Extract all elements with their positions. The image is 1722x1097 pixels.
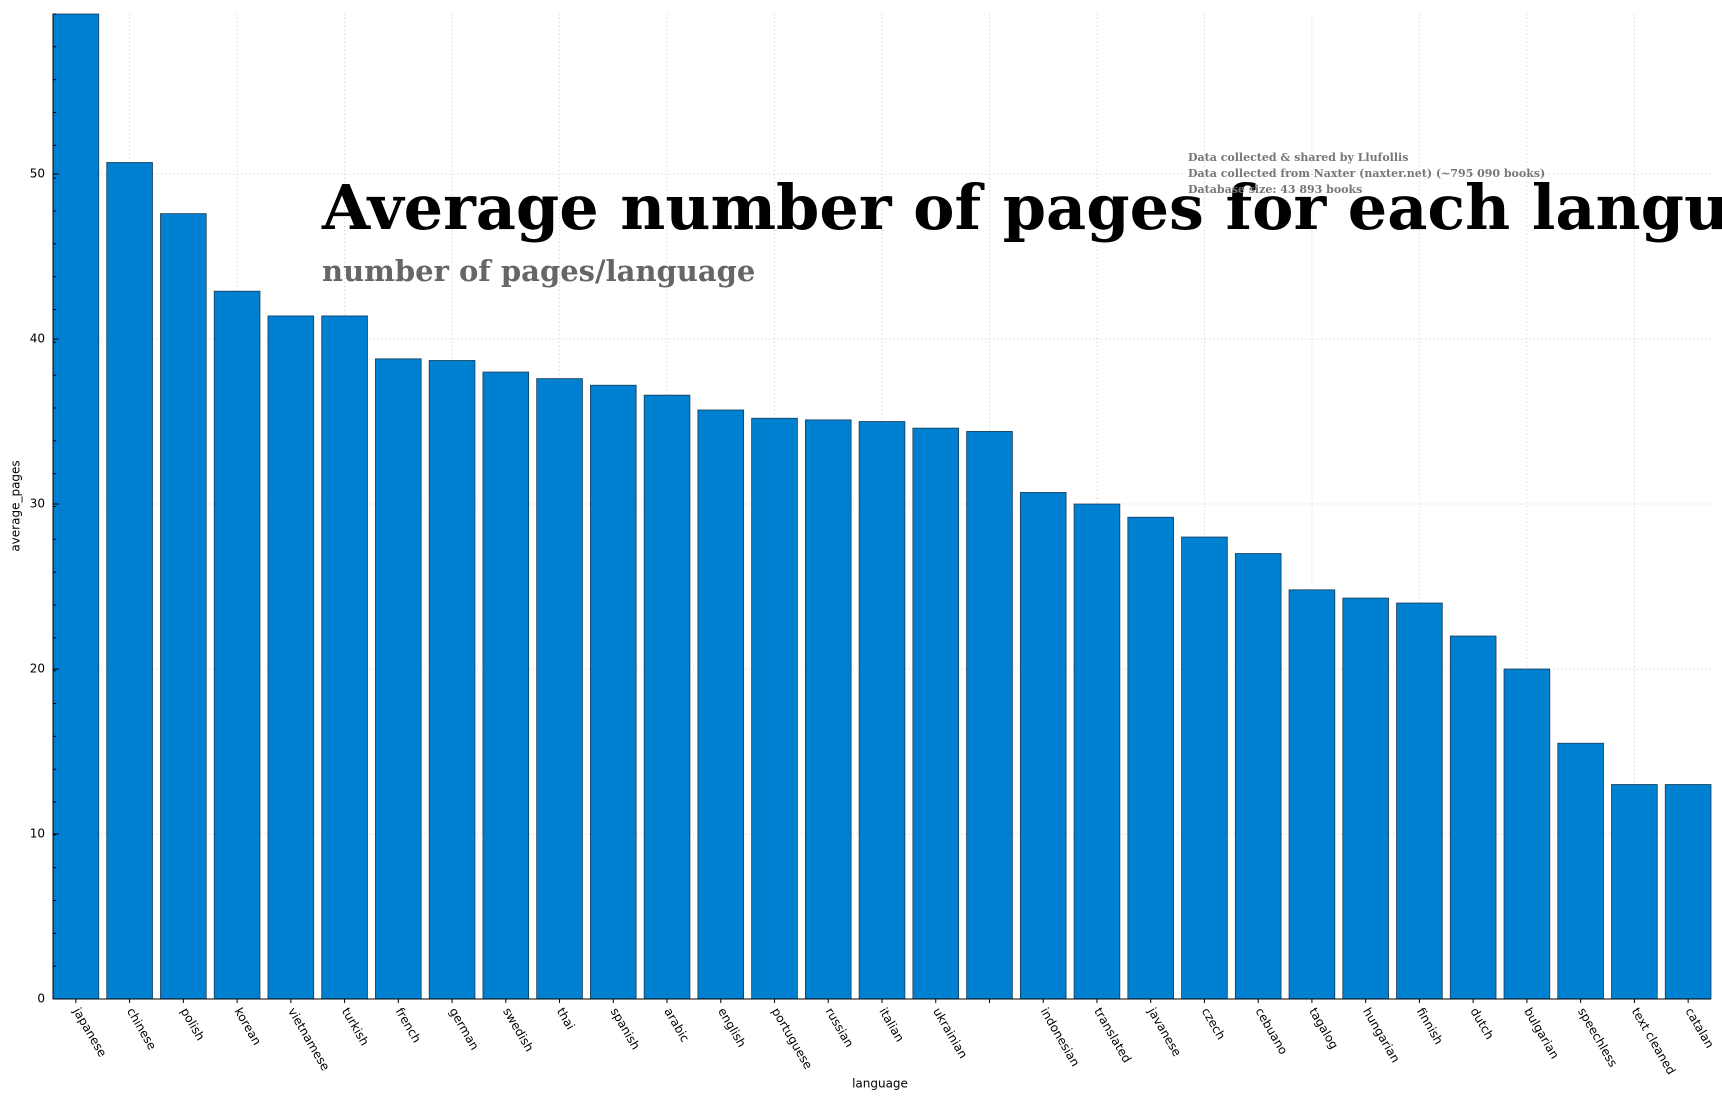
- x-tick-label: polish: [178, 1005, 208, 1043]
- x-tick-label: chinese: [124, 1005, 159, 1052]
- x-tick-label: catalan: [1682, 1005, 1716, 1050]
- x-tick-label: italian: [876, 1005, 907, 1044]
- bar: [1611, 784, 1658, 1000]
- chart-title: Average number of pages for each languag…: [321, 171, 1722, 244]
- x-tick-label: finnish: [1414, 1005, 1446, 1047]
- y-axis-label: average_pages: [9, 460, 23, 551]
- x-tick-label: japanese: [70, 1004, 110, 1059]
- x-tick-label: czech: [1199, 1005, 1228, 1042]
- bar: [912, 427, 960, 1000]
- bar: [536, 378, 583, 1000]
- bar: [375, 358, 422, 1000]
- bar: [751, 417, 798, 1000]
- x-tick-label: hungarian: [1360, 1005, 1403, 1065]
- bar: [1181, 536, 1228, 1000]
- x-tick-label: javanese: [1145, 1004, 1185, 1058]
- bar: [52, 13, 100, 1000]
- x-tick-label: german: [446, 1005, 481, 1052]
- bar: [267, 315, 315, 1000]
- bar: [1557, 742, 1604, 1000]
- x-tick-label: turkish: [339, 1005, 372, 1048]
- y-tick-label: 0: [37, 992, 45, 1006]
- bar: [1342, 597, 1389, 1000]
- bar: [1503, 668, 1551, 1000]
- bar: [643, 394, 691, 1000]
- x-tick-label: russian: [823, 1005, 857, 1050]
- y-tick-label: 10: [30, 827, 45, 841]
- bar: [160, 213, 207, 1000]
- x-tick-label: dutch: [1468, 1005, 1497, 1042]
- x-tick-label: cebuano: [1253, 1005, 1291, 1057]
- x-tick-label: portuguese: [769, 1005, 815, 1071]
- bar: [321, 315, 368, 1000]
- y-tick-label: 20: [30, 662, 45, 676]
- x-tick-label: english: [715, 1005, 749, 1049]
- x-tick-label: korean: [231, 1005, 264, 1047]
- annotation: Data collected & shared by Llufollis: [1188, 151, 1408, 164]
- x-tick-label: text cleaned: [1629, 1005, 1679, 1077]
- bar: [590, 384, 637, 1000]
- y-tick-label: 40: [30, 332, 45, 346]
- bar: [1449, 635, 1497, 1000]
- bar: [1664, 784, 1712, 1000]
- x-tick-label: bulgarian: [1521, 1005, 1562, 1061]
- bar: [428, 360, 476, 1000]
- y-tick-label: 50: [30, 167, 45, 181]
- bar: [966, 431, 1013, 1000]
- bar: [1234, 553, 1282, 1000]
- annotation: Database size: 43 893 books: [1188, 183, 1362, 196]
- annotation: Data collected from Naxter (naxter.net) …: [1188, 167, 1545, 180]
- x-tick-label: swedish: [500, 1005, 536, 1054]
- bar: [106, 162, 153, 1000]
- bar: [1127, 516, 1174, 1000]
- bar: [1396, 602, 1443, 1000]
- y-tick-label: 30: [30, 497, 45, 511]
- chart-subtitle: number of pages/language: [322, 254, 755, 288]
- x-tick-label: speechless: [1575, 1005, 1620, 1069]
- x-tick-label: french: [393, 1005, 424, 1045]
- bar: [804, 419, 852, 1000]
- x-tick-label: arabic: [661, 1005, 692, 1044]
- bar: [1073, 503, 1121, 1000]
- x-tick-label: translated: [1091, 1005, 1134, 1065]
- x-tick-label: thai: [554, 1005, 578, 1032]
- x-tick-label: ukrainian: [930, 1005, 970, 1061]
- bar: [697, 409, 745, 1000]
- bar: [482, 371, 530, 1000]
- x-axis-label: language: [852, 1077, 908, 1091]
- bar: [213, 290, 261, 1000]
- x-tick-label: tagalog: [1306, 1005, 1341, 1051]
- x-tick-label: indonesian: [1038, 1005, 1083, 1069]
- bar: [858, 421, 906, 1000]
- x-tick-label: spanish: [608, 1005, 643, 1052]
- x-tick-label: vietnamese: [285, 1005, 332, 1073]
- bar: [1288, 589, 1336, 1000]
- bars: [52, 13, 1712, 1000]
- bar: [1019, 492, 1067, 1000]
